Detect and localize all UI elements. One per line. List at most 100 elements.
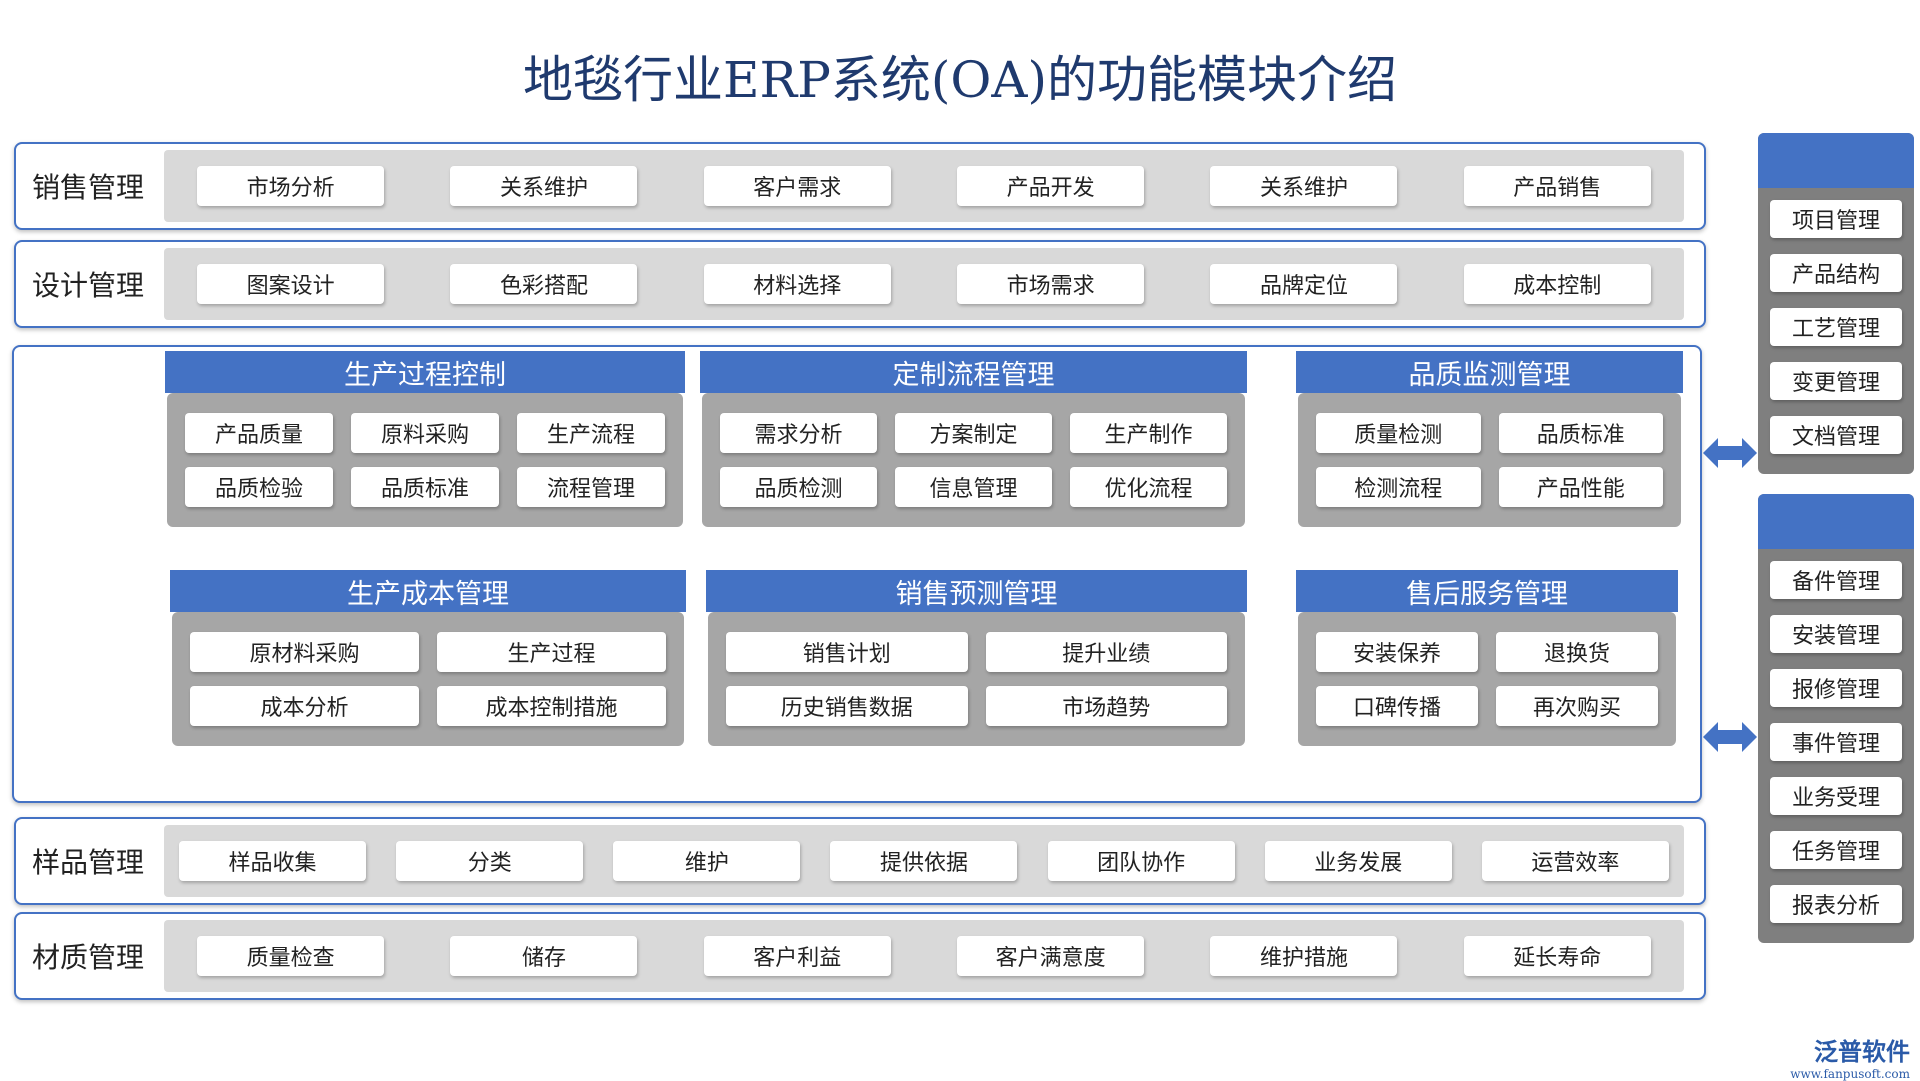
module-title: 品质监测管理 [1296,351,1683,393]
item: 口碑传播 [1316,686,1478,726]
row-items: 图案设计 色彩搭配 材料选择 市场需求 品牌定位 成本控制 [164,248,1684,320]
page-title: 地毯行业ERP系统(OA)的功能模块介绍 [523,51,1397,109]
item: 关系维护 [1210,166,1398,206]
row-label: 材质管理 [32,941,145,974]
module-body: 需求分析 方案制定 生产制作 品质检测 信息管理 优化流程 [702,393,1245,527]
item: 历史销售数据 [726,686,968,726]
item: 质量检查 [197,936,385,976]
item: 优化流程 [1070,467,1227,507]
item: 储存 [450,936,638,976]
module-body: 销售计划 提升业绩 历史销售数据 市场趋势 [708,612,1245,746]
row-items: 质量检查 储存 客户利益 客户满意度 维护措施 延长寿命 [164,920,1684,992]
side-panel: 项目管理 产品结构 工艺管理 变更管理 文档管理 [1758,133,1914,474]
item: 产品开发 [957,166,1145,206]
item: 安装管理 [1770,615,1902,653]
row: 销售管理 市场分析 关系维护 客户需求 产品开发 关系维护 产品销售 [14,142,1706,230]
item: 报表分析 [1770,885,1902,923]
module-title: 售后服务管理 [1296,570,1678,612]
item: 成本分析 [190,686,419,726]
item: 退换货 [1496,632,1658,672]
item: 材料选择 [703,264,891,304]
logo: 泛普软件 www.fanpusoft.com [1790,1032,1910,1081]
logo-url: www.fanpusoft.com [1790,1067,1910,1081]
item: 信息管理 [895,467,1052,507]
item: 运营效率 [1481,841,1669,881]
module-body: 安装保养 退换货 口碑传播 再次购买 [1298,612,1676,746]
item: 客户利益 [703,936,891,976]
item: 事件管理 [1770,723,1902,761]
module-items: 质量检测 品质标准 检测流程 产品性能 [1298,393,1681,527]
module: 生产成本管理 原材料采购 生产过程 成本分析 成本控制措施 [170,570,686,746]
item: 市场分析 [197,166,385,206]
row-label: 销售管理 [32,171,145,204]
side-header [1758,494,1914,549]
item: 再次购买 [1496,686,1658,726]
item: 工艺管理 [1770,308,1902,346]
item: 图案设计 [197,264,385,304]
module-body: 质量检测 品质标准 检测流程 产品性能 [1298,393,1681,527]
item: 原材料采购 [190,632,419,672]
item: 提供依据 [830,841,1018,881]
item: 项目管理 [1770,200,1902,238]
item: 分类 [396,841,584,881]
row-label: 设计管理 [32,269,145,302]
item: 提升业绩 [985,632,1227,672]
item: 市场趋势 [985,686,1227,726]
item: 质量检测 [1316,413,1481,453]
module-title: 销售预测管理 [706,570,1247,612]
item: 产品性能 [1498,467,1663,507]
item: 原料采购 [351,413,499,453]
item: 维护措施 [1210,936,1398,976]
module-items: 产品质量 原料采购 生产流程 品质检验 品质标准 流程管理 [167,393,683,527]
item: 检测流程 [1316,467,1481,507]
side-header [1758,133,1914,188]
item: 关系维护 [450,166,638,206]
arrow [1703,438,1757,468]
item: 安装保养 [1316,632,1478,672]
side-panel: 备件管理安装管理报修管理事件管理业务受理任务管理报表分析 [1758,494,1914,943]
module: 售后服务管理 安装保养 退换货 口碑传播 再次购买 [1296,570,1678,746]
item: 品质检测 [720,467,877,507]
item: 变更管理 [1770,362,1902,400]
item: 备件管理 [1770,561,1902,599]
module-items: 需求分析 方案制定 生产制作 品质检测 信息管理 优化流程 [702,393,1245,527]
item: 报修管理 [1770,669,1902,707]
item: 需求分析 [720,413,877,453]
item: 品质检验 [185,467,333,507]
item: 品牌定位 [1210,264,1398,304]
item: 色彩搭配 [450,264,638,304]
row-items: 市场分析 关系维护 客户需求 产品开发 关系维护 产品销售 [164,150,1684,222]
item: 生产过程 [437,632,666,672]
item: 品质标准 [1498,413,1663,453]
item: 品质标准 [351,467,499,507]
module-title: 生产成本管理 [170,570,686,612]
row-items: 样品收集 分类 维护 提供依据 团队协作 业务发展 运营效率 [164,825,1684,897]
module-body: 原材料采购 生产过程 成本分析 成本控制措施 [172,612,684,746]
item: 客户需求 [703,166,891,206]
item: 客户满意度 [957,936,1145,976]
item: 延长寿命 [1463,936,1651,976]
arrow [1703,722,1757,752]
module-title: 生产过程控制 [165,351,685,393]
item: 业务受理 [1770,777,1902,815]
item: 销售计划 [726,632,968,672]
item: 文档管理 [1770,416,1902,454]
row: 样品管理 样品收集 分类 维护 提供依据 团队协作 业务发展 运营效率 [14,817,1706,905]
module: 生产过程控制 产品质量 原料采购 生产流程 品质检验 品质标准 流程管理 [165,351,685,527]
item: 市场需求 [957,264,1145,304]
item: 产品质量 [185,413,333,453]
module: 品质监测管理 质量检测 品质标准 检测流程 产品性能 [1296,351,1683,527]
item: 业务发展 [1264,841,1452,881]
module-items: 安装保养 退换货 口碑传播 再次购买 [1298,612,1676,746]
row: 材质管理 质量检查 储存 客户利益 客户满意度 维护措施 延长寿命 [14,912,1706,1000]
row: 设计管理 图案设计 色彩搭配 材料选择 市场需求 品牌定位 成本控制 [14,240,1706,328]
item: 流程管理 [517,467,665,507]
item: 成本控制 [1463,264,1651,304]
item: 方案制定 [895,413,1052,453]
module-items: 销售计划 提升业绩 历史销售数据 市场趋势 [708,612,1245,746]
item: 任务管理 [1770,831,1902,869]
item: 成本控制措施 [437,686,666,726]
logo-name: 泛普软件 [1814,1037,1910,1066]
module-items: 原材料采购 生产过程 成本分析 成本控制措施 [172,612,684,746]
item: 团队协作 [1047,841,1235,881]
